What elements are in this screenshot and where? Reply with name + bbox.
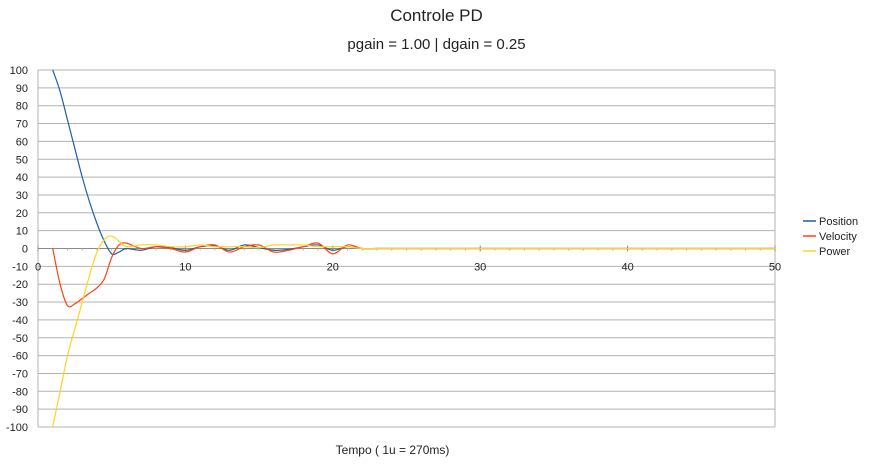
y-tick-label: 80 [16,101,28,113]
y-tick-label: 0 [22,244,28,256]
y-tick-label: -80 [12,386,28,398]
y-tick-label: -20 [12,279,28,291]
legend-label-velocity: Velocity [819,231,857,243]
series-line-position [52,69,776,256]
y-tick-label: -50 [12,333,28,345]
x-tick-label: 40 [621,262,633,274]
y-tick-label: -30 [12,297,28,309]
x-tick-label: 10 [179,262,191,274]
y-tick-label: 100 [10,65,28,77]
y-tick-label: -90 [12,404,28,416]
x-tick-label: 0 [35,262,41,274]
series-line-power [52,235,776,428]
x-tick-label: 50 [769,262,781,274]
legend-label-position: Position [819,216,858,228]
chart-title: Controle PD [390,6,483,25]
y-tick-label: -60 [12,351,28,363]
x-axis-label: Tempo ( 1u = 270ms) [335,443,450,457]
y-tick-label: 50 [16,154,28,166]
y-tick-label: -40 [12,315,28,327]
y-tick-label: -70 [12,368,28,380]
y-tick-label: 70 [16,119,28,131]
chart-subtitle: pgain = 1.00 | dgain = 0.25 [347,36,526,53]
y-tick-label: 20 [16,208,28,220]
y-tick-label: -100 [6,422,28,434]
y-tick-label: 60 [16,136,28,148]
legend-label-power: Power [819,246,851,258]
y-tick-label: 10 [16,226,28,238]
x-tick-label: 30 [474,262,486,274]
y-tick-label: 40 [16,172,28,184]
y-tick-label: -10 [12,261,28,273]
y-tick-label: 90 [16,83,28,95]
x-tick-label: 20 [327,262,339,274]
series-line-velocity [52,242,776,308]
y-tick-label: 30 [16,190,28,202]
